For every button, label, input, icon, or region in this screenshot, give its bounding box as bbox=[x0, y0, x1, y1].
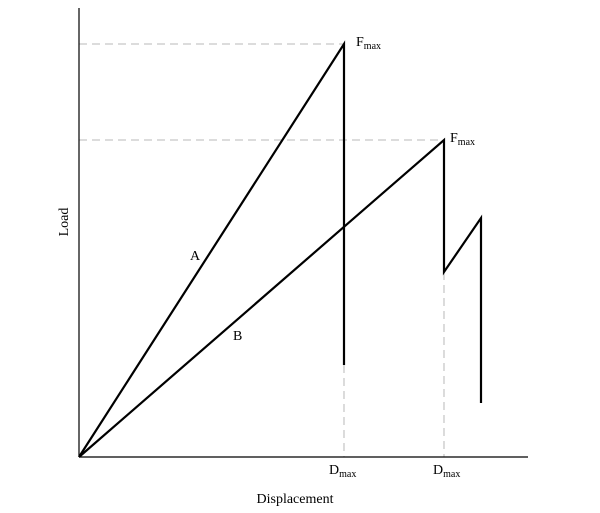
annotation-main: D bbox=[329, 463, 339, 478]
annotation-main: D bbox=[433, 463, 443, 478]
annotation: Fmax bbox=[356, 35, 381, 52]
annotation: Fmax bbox=[450, 131, 475, 148]
y-axis-label: Load bbox=[57, 208, 72, 237]
annotation-main: F bbox=[450, 131, 458, 146]
x-axis-label: Displacement bbox=[257, 492, 334, 507]
annotation-sub: max bbox=[458, 137, 475, 148]
curve-label: A bbox=[190, 249, 201, 264]
annotation: Dmax bbox=[433, 463, 460, 480]
curve-a bbox=[78, 40, 346, 458]
curve-label: B bbox=[233, 329, 242, 344]
annotation: Dmax bbox=[329, 463, 356, 480]
annotation-sub: max bbox=[443, 469, 460, 480]
annotation-sub: max bbox=[364, 41, 381, 52]
annotation-main: F bbox=[356, 35, 364, 50]
curve-b bbox=[78, 137, 483, 458]
annotation-sub: max bbox=[339, 469, 356, 480]
